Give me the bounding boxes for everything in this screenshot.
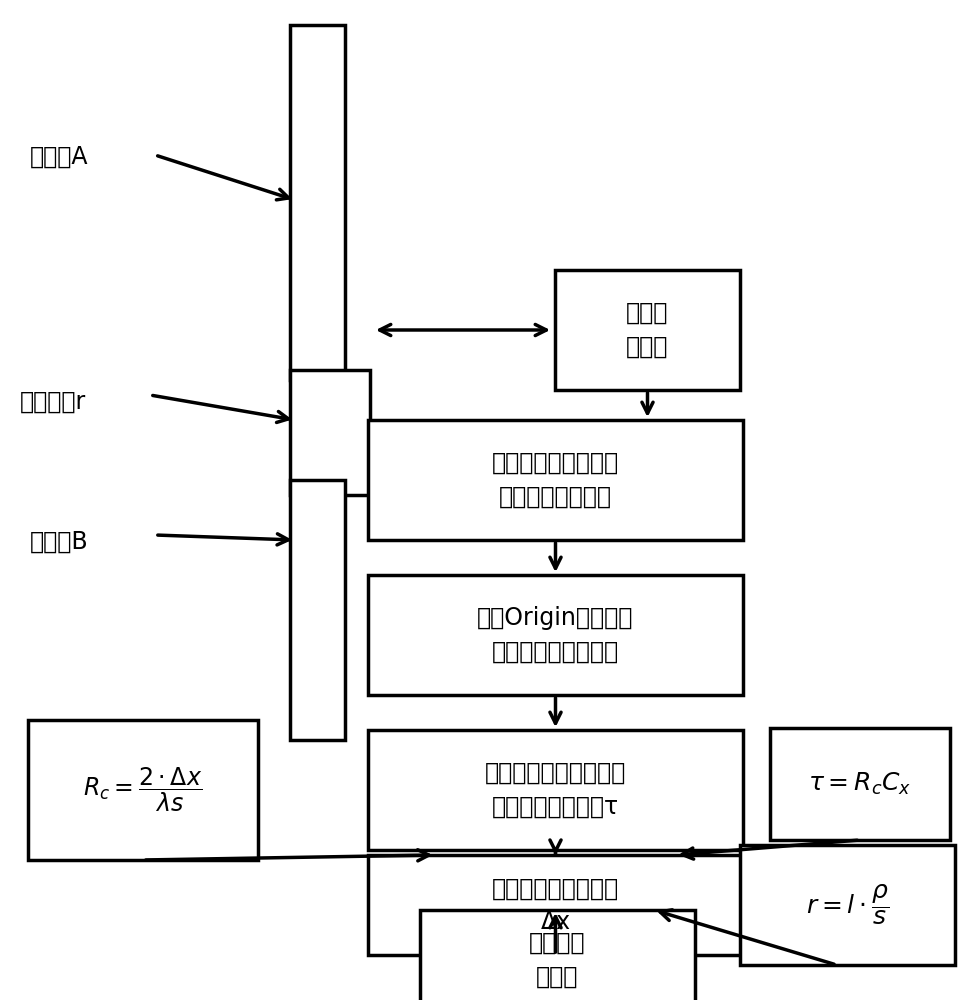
Text: 得到此曲线上升阶段响
应曲线的时间常数τ: 得到此曲线上升阶段响 应曲线的时间常数τ bbox=[484, 761, 626, 819]
Text: $R_c = \dfrac{2 \cdot \Delta x}{\lambda s}$: $R_c = \dfrac{2 \cdot \Delta x}{\lambda … bbox=[83, 766, 203, 814]
Bar bbox=[368, 855, 743, 955]
Text: $\tau = R_c C_x$: $\tau = R_c C_x$ bbox=[808, 771, 912, 797]
Text: 温度监
测系统: 温度监 测系统 bbox=[627, 301, 669, 359]
Bar bbox=[290, 370, 370, 495]
Bar bbox=[770, 728, 950, 840]
Text: 接触电阻的等效长度
Δx: 接触电阻的等效长度 Δx bbox=[492, 876, 619, 934]
Bar bbox=[28, 720, 258, 860]
Bar bbox=[555, 270, 740, 390]
Text: 接触电阻r: 接触电阻r bbox=[20, 390, 86, 414]
Text: 得到接触
电阻值: 得到接触 电阻值 bbox=[529, 931, 586, 989]
Text: 使用Origin软件绘制
此点的温度响应曲线: 使用Origin软件绘制 此点的温度响应曲线 bbox=[478, 606, 633, 664]
Text: 导体段B: 导体段B bbox=[30, 530, 89, 554]
Bar bbox=[420, 910, 695, 1000]
Bar bbox=[290, 25, 345, 380]
Bar bbox=[368, 420, 743, 540]
Bar bbox=[740, 845, 955, 965]
Text: 导体段A: 导体段A bbox=[30, 145, 89, 169]
Text: 元件某一点的一段时
间的温度监测数据: 元件某一点的一段时 间的温度监测数据 bbox=[492, 451, 619, 509]
Text: $r = l \cdot \dfrac{\rho}{s}$: $r = l \cdot \dfrac{\rho}{s}$ bbox=[806, 883, 890, 927]
Bar bbox=[290, 480, 345, 740]
Bar bbox=[368, 730, 743, 850]
Bar bbox=[368, 575, 743, 695]
